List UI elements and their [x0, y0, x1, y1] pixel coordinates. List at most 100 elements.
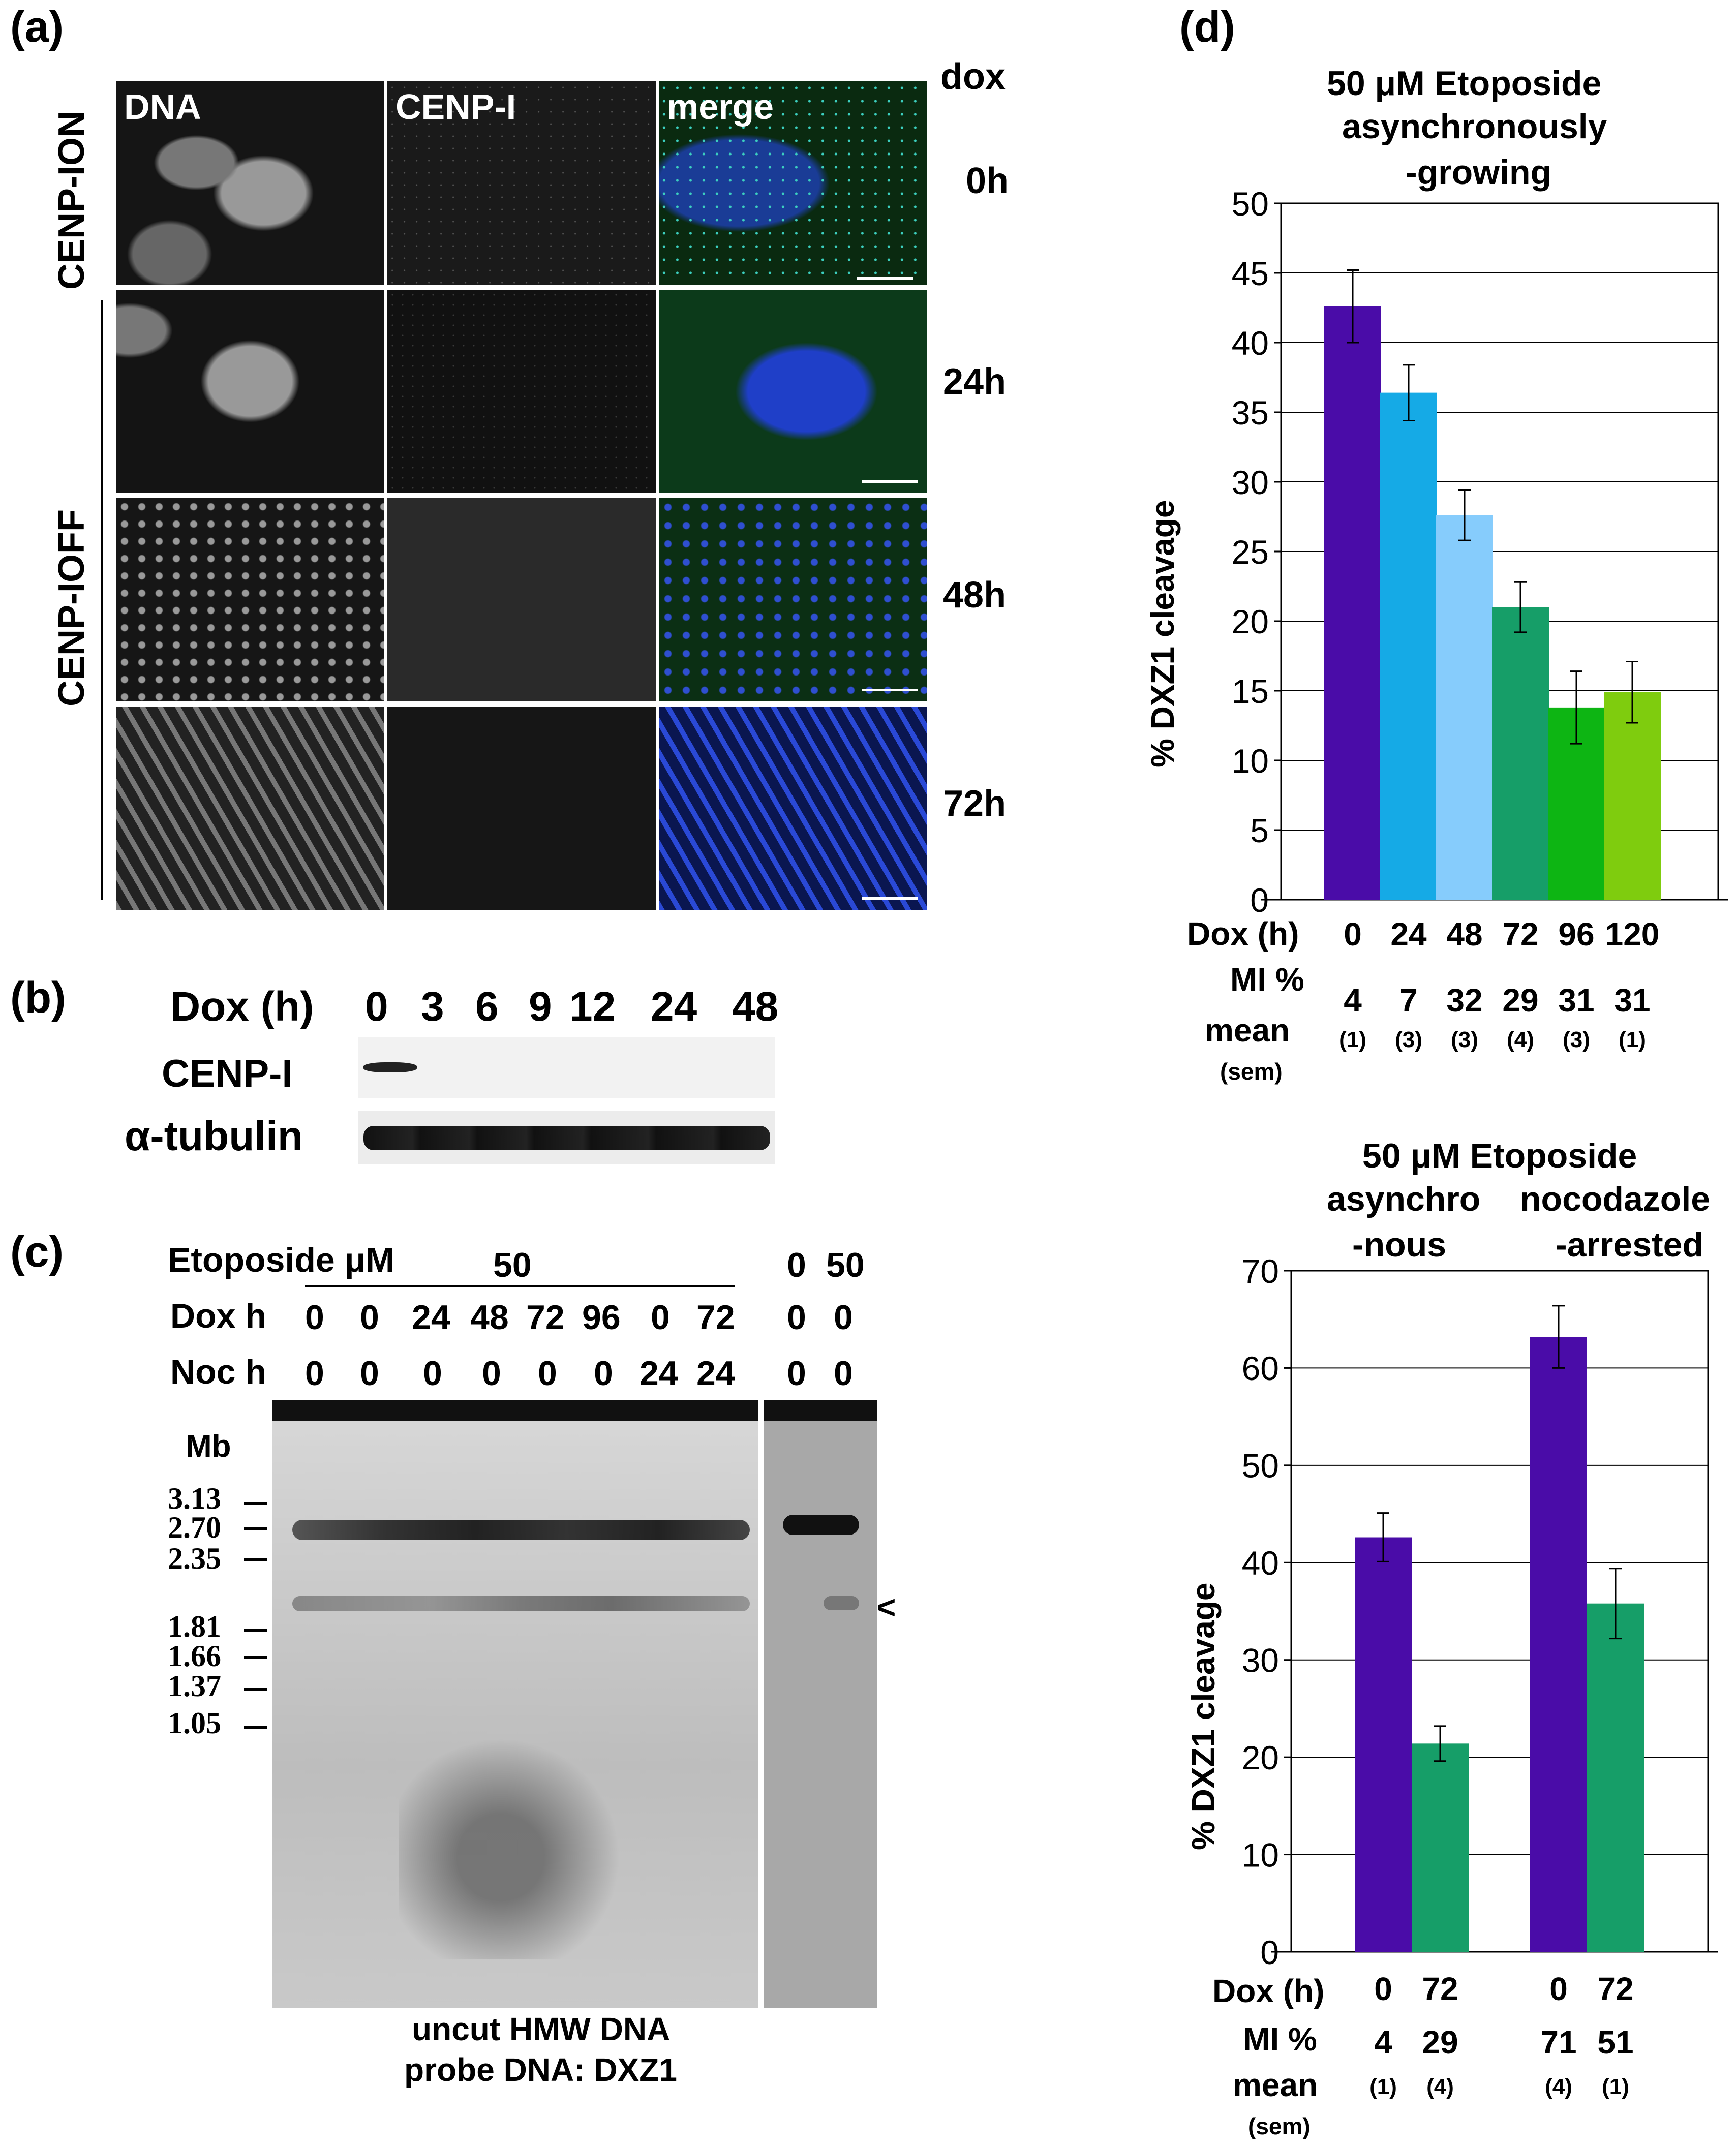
etoposide-side-50: 50 — [826, 1246, 865, 1284]
dox-value: 24 — [412, 1298, 450, 1337]
row-label-48h: 48h — [943, 575, 1007, 616]
western-dox-label: Dox (h) — [170, 984, 314, 1030]
chart2-dox-label: Dox (h) — [1212, 1973, 1325, 2009]
panel-d-letter: (d) — [1179, 3, 1235, 51]
noc-h-label: Noc h — [170, 1353, 266, 1391]
micro-merge-0h: merge — [659, 81, 927, 285]
bar — [1412, 1743, 1469, 1952]
etoposide-label: Etoposide μM — [168, 1241, 394, 1279]
western-row-cenpi: CENP-I — [162, 1052, 293, 1095]
etoposide-main-value: 50 — [493, 1246, 532, 1284]
x-category-label: 72 — [1422, 1971, 1458, 2007]
chart1-dox-label: Dox (h) — [1187, 915, 1299, 952]
dox-h-label: Dox h — [170, 1297, 266, 1335]
mi-mean-label: 71 — [1540, 2024, 1576, 2061]
gel-separator — [758, 1395, 764, 2010]
scale-bar — [862, 897, 918, 900]
chart2-group1-title-1: asynchro — [1327, 1180, 1481, 1218]
mi-sem-label: (1) — [1339, 1027, 1366, 1052]
marker-tick — [244, 1726, 267, 1729]
marker-label: 1.66 — [168, 1639, 221, 1673]
chart1-title-1: 50 μM Etoposide — [1327, 64, 1602, 103]
dox-value: 72 — [526, 1298, 565, 1337]
y-tick-label: 15 — [1232, 672, 1269, 710]
noc-value: 0 — [594, 1354, 613, 1393]
bar — [1324, 306, 1381, 900]
arrow-marker: < — [877, 1589, 896, 1625]
micro-cenpi-0h: CENP-I — [387, 81, 656, 285]
micro-cenpi-48h — [387, 498, 656, 701]
row-label-0h: 0h — [966, 161, 1009, 201]
chart1-mi-label: MI % — [1230, 961, 1304, 998]
condition-off-label: CENP-IOFF — [51, 509, 92, 707]
chart1-mean-label: mean — [1205, 1012, 1290, 1049]
x-category-label: 72 — [1597, 1971, 1633, 2007]
col-header-merge: merge — [667, 87, 774, 127]
y-tick-label: 45 — [1232, 255, 1269, 292]
gel-caption-2: probe DNA: DXZ1 — [404, 2051, 677, 2088]
smear — [399, 1705, 653, 1959]
y-tick-label: 10 — [1242, 1836, 1279, 1874]
mi-mean-label: 51 — [1597, 2024, 1633, 2061]
x-category-label: 48 — [1446, 916, 1482, 953]
col-header-dna: DNA — [124, 87, 201, 127]
chart2-title-1: 50 μM Etoposide — [1362, 1137, 1637, 1175]
mi-mean-label: 29 — [1422, 2024, 1458, 2061]
marker-label: 1.05 — [168, 1706, 221, 1740]
cenpi-band — [363, 1062, 417, 1072]
marker-tick — [244, 1502, 267, 1505]
panel-c-letter: (c) — [10, 1228, 64, 1276]
chart2-group2-title-1: nocodazole — [1520, 1180, 1711, 1218]
x-category-label: 72 — [1502, 916, 1538, 953]
col-header-cenpi: CENP-I — [395, 87, 516, 127]
wells — [272, 1400, 763, 1421]
timepoint: 24 — [651, 984, 697, 1030]
marker-tick — [244, 1688, 267, 1691]
scale-bar — [857, 277, 913, 280]
dox-label: dox — [940, 56, 1006, 97]
mi-sem-label: (4) — [1545, 2074, 1572, 2099]
marker-label: 2.35 — [168, 1542, 221, 1575]
micro-dna-24h — [116, 290, 384, 493]
y-tick-label: 35 — [1232, 394, 1269, 432]
condition-off-bracket — [101, 300, 103, 900]
mi-mean-label: 31 — [1614, 982, 1650, 1019]
row-label-72h: 72h — [943, 783, 1007, 824]
panel-a-letter: (a) — [10, 3, 64, 51]
timepoint: 3 — [421, 984, 444, 1030]
pfge-gel-side — [763, 1400, 877, 2008]
chart1-title-2: asynchronously — [1342, 107, 1607, 146]
western-blot-tubulin — [358, 1111, 775, 1164]
mi-sem-label: (4) — [1426, 2074, 1454, 2099]
y-tick-label: 60 — [1242, 1349, 1279, 1387]
mi-mean-label: 32 — [1446, 982, 1482, 1019]
x-category-label: 120 — [1605, 916, 1660, 953]
y-tick-label: 20 — [1242, 1739, 1279, 1776]
band-2-70 — [783, 1515, 859, 1535]
tubulin-band — [363, 1126, 770, 1150]
chart1-svg: 0510152025303540455004(1)247(3)4832(3)72… — [1232, 185, 1728, 1052]
micro-dna-72h — [116, 707, 384, 910]
panel-b-letter: (b) — [10, 973, 66, 1022]
pfge-gel-main — [272, 1400, 763, 2008]
timepoint: 0 — [365, 984, 388, 1030]
mi-mean-label: 29 — [1502, 982, 1538, 1019]
noc-value: 24 — [639, 1354, 678, 1393]
timepoint: 6 — [475, 984, 499, 1030]
mb-label: Mb — [186, 1429, 231, 1464]
y-tick-label: 40 — [1242, 1544, 1279, 1582]
dox-value: 0 — [651, 1298, 670, 1337]
micro-cenpi-72h — [387, 707, 656, 910]
dox-value: 0 — [305, 1298, 324, 1337]
marker-label: 3.13 — [168, 1482, 221, 1515]
bar-chart-asynchronous: 0 5 10 15 20 25 30 35 40 45 50 0 4 (1) 24 7 (3) 48 32 (3) 72… — [1179, 185, 1728, 1108]
mi-sem-label: (4) — [1507, 1027, 1534, 1052]
chart2-group2-title-2: -arrested — [1556, 1225, 1704, 1264]
chart1-ylabel: % DXZ1 cleavage — [1144, 500, 1181, 768]
chart2-mi-label: MI % — [1243, 2021, 1317, 2058]
bar — [1436, 515, 1493, 900]
dox-value: 0 — [834, 1298, 853, 1337]
gel-caption-1: uncut HMW DNA — [412, 2011, 671, 2047]
y-tick-label: 20 — [1232, 603, 1269, 640]
